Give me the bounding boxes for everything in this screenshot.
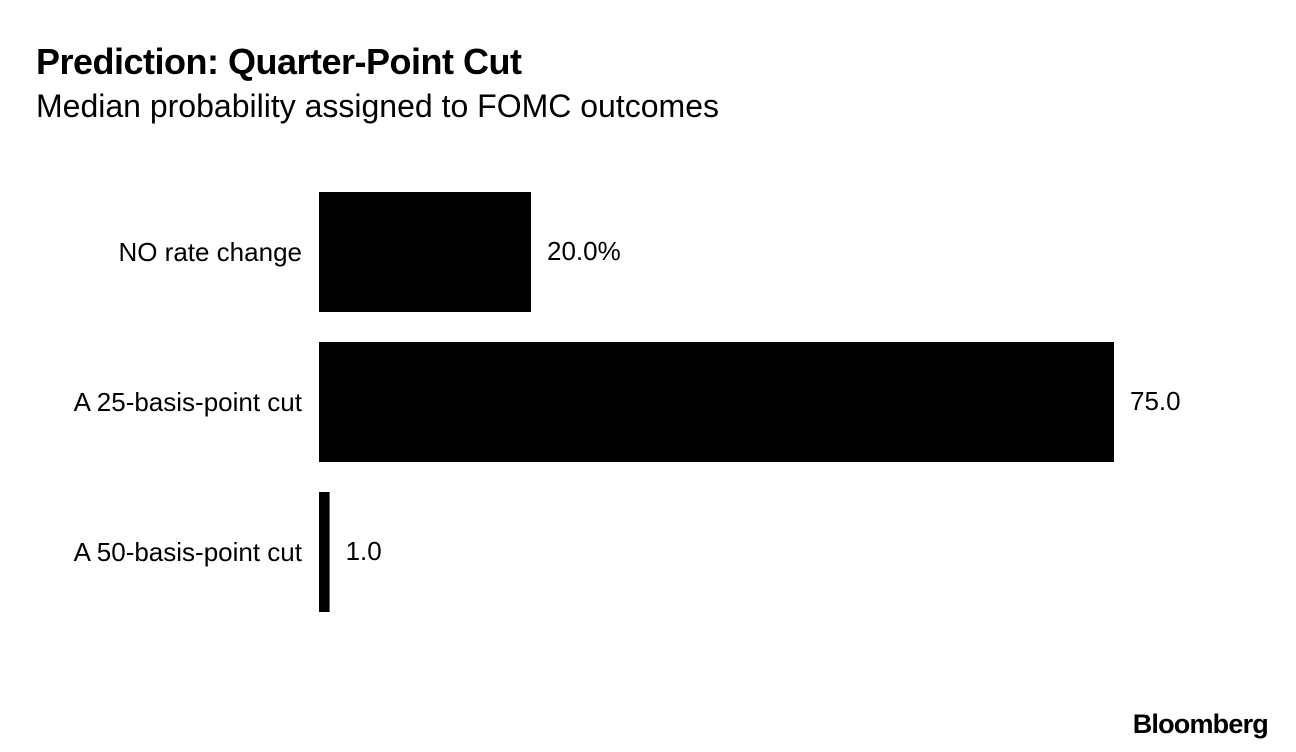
bar xyxy=(319,192,531,312)
value-label: 75.0 xyxy=(1130,386,1181,416)
bar-chart: NO rate change 20.0% A 25-basis-point cut 7… xyxy=(74,192,1181,612)
value-label: 1.0 xyxy=(346,536,382,566)
bar xyxy=(319,492,330,612)
chart-title: Prediction: Quarter-Point Cut xyxy=(36,41,522,82)
category-label: A 50-basis-point cut xyxy=(74,537,303,567)
category-label: NO rate change xyxy=(118,237,302,267)
chart-subtitle: Median probability assigned to FOMC outc… xyxy=(36,88,719,124)
bar xyxy=(319,342,1114,462)
bloomberg-logo: Bloomberg xyxy=(1132,709,1269,739)
category-label: A 25-basis-point cut xyxy=(74,387,303,417)
value-label: 20.0% xyxy=(547,236,621,266)
